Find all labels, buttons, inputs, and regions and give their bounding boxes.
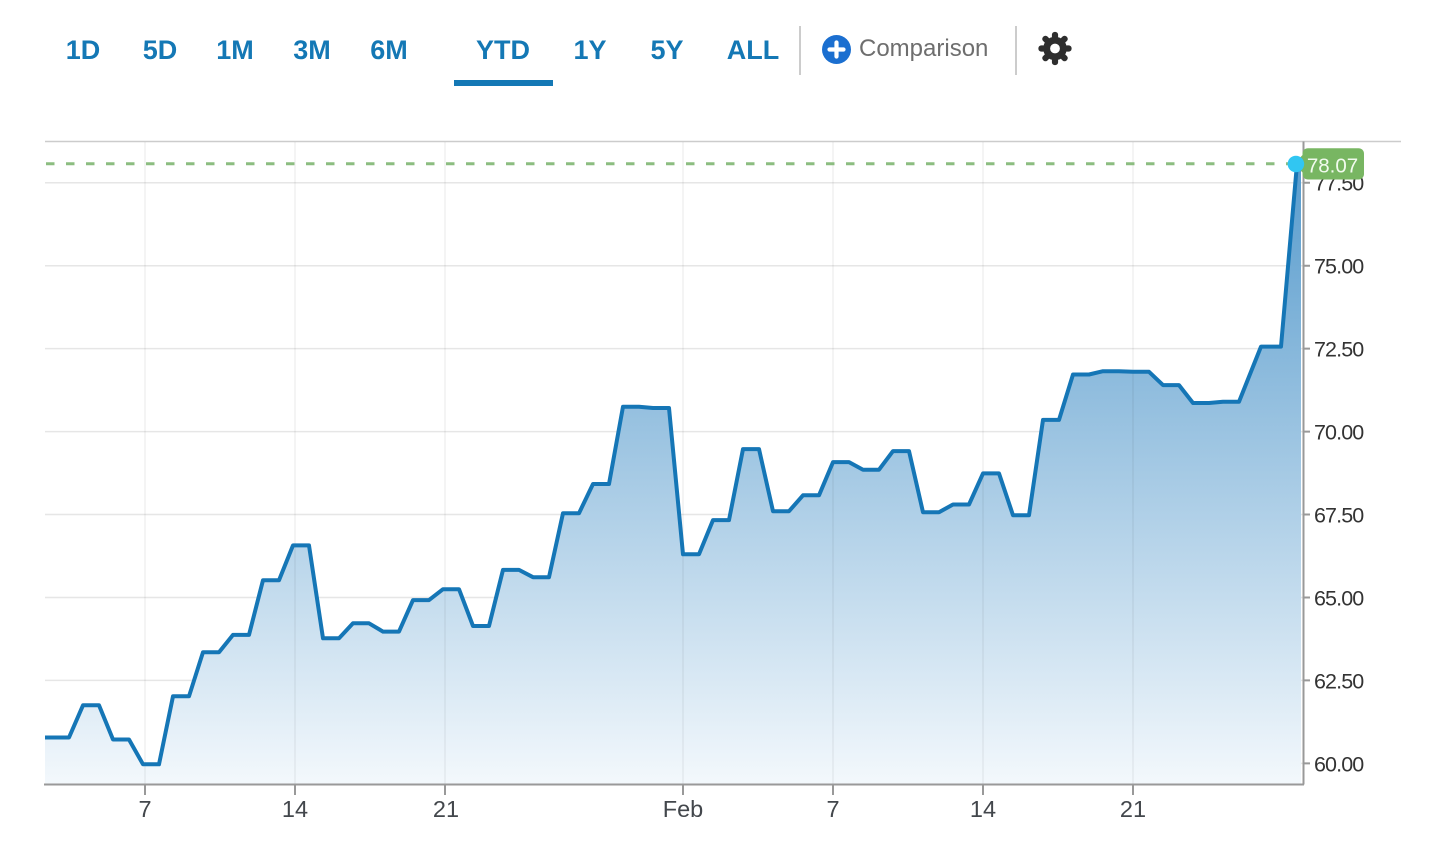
svg-text:75.00: 75.00 [1314, 255, 1364, 279]
svg-text:72.50: 72.50 [1314, 338, 1364, 362]
svg-text:Feb: Feb [663, 796, 704, 822]
svg-text:78.07: 78.07 [1307, 154, 1358, 177]
svg-text:7: 7 [826, 796, 839, 822]
svg-text:60.00: 60.00 [1314, 752, 1364, 776]
svg-text:62.50: 62.50 [1314, 669, 1364, 693]
svg-text:70.00: 70.00 [1314, 421, 1364, 445]
svg-text:67.50: 67.50 [1314, 504, 1364, 528]
svg-text:65.00: 65.00 [1314, 587, 1364, 611]
svg-text:14: 14 [970, 796, 996, 822]
svg-text:7: 7 [138, 796, 151, 822]
svg-text:14: 14 [282, 796, 308, 822]
svg-text:21: 21 [1120, 796, 1146, 822]
svg-text:21: 21 [433, 796, 459, 822]
